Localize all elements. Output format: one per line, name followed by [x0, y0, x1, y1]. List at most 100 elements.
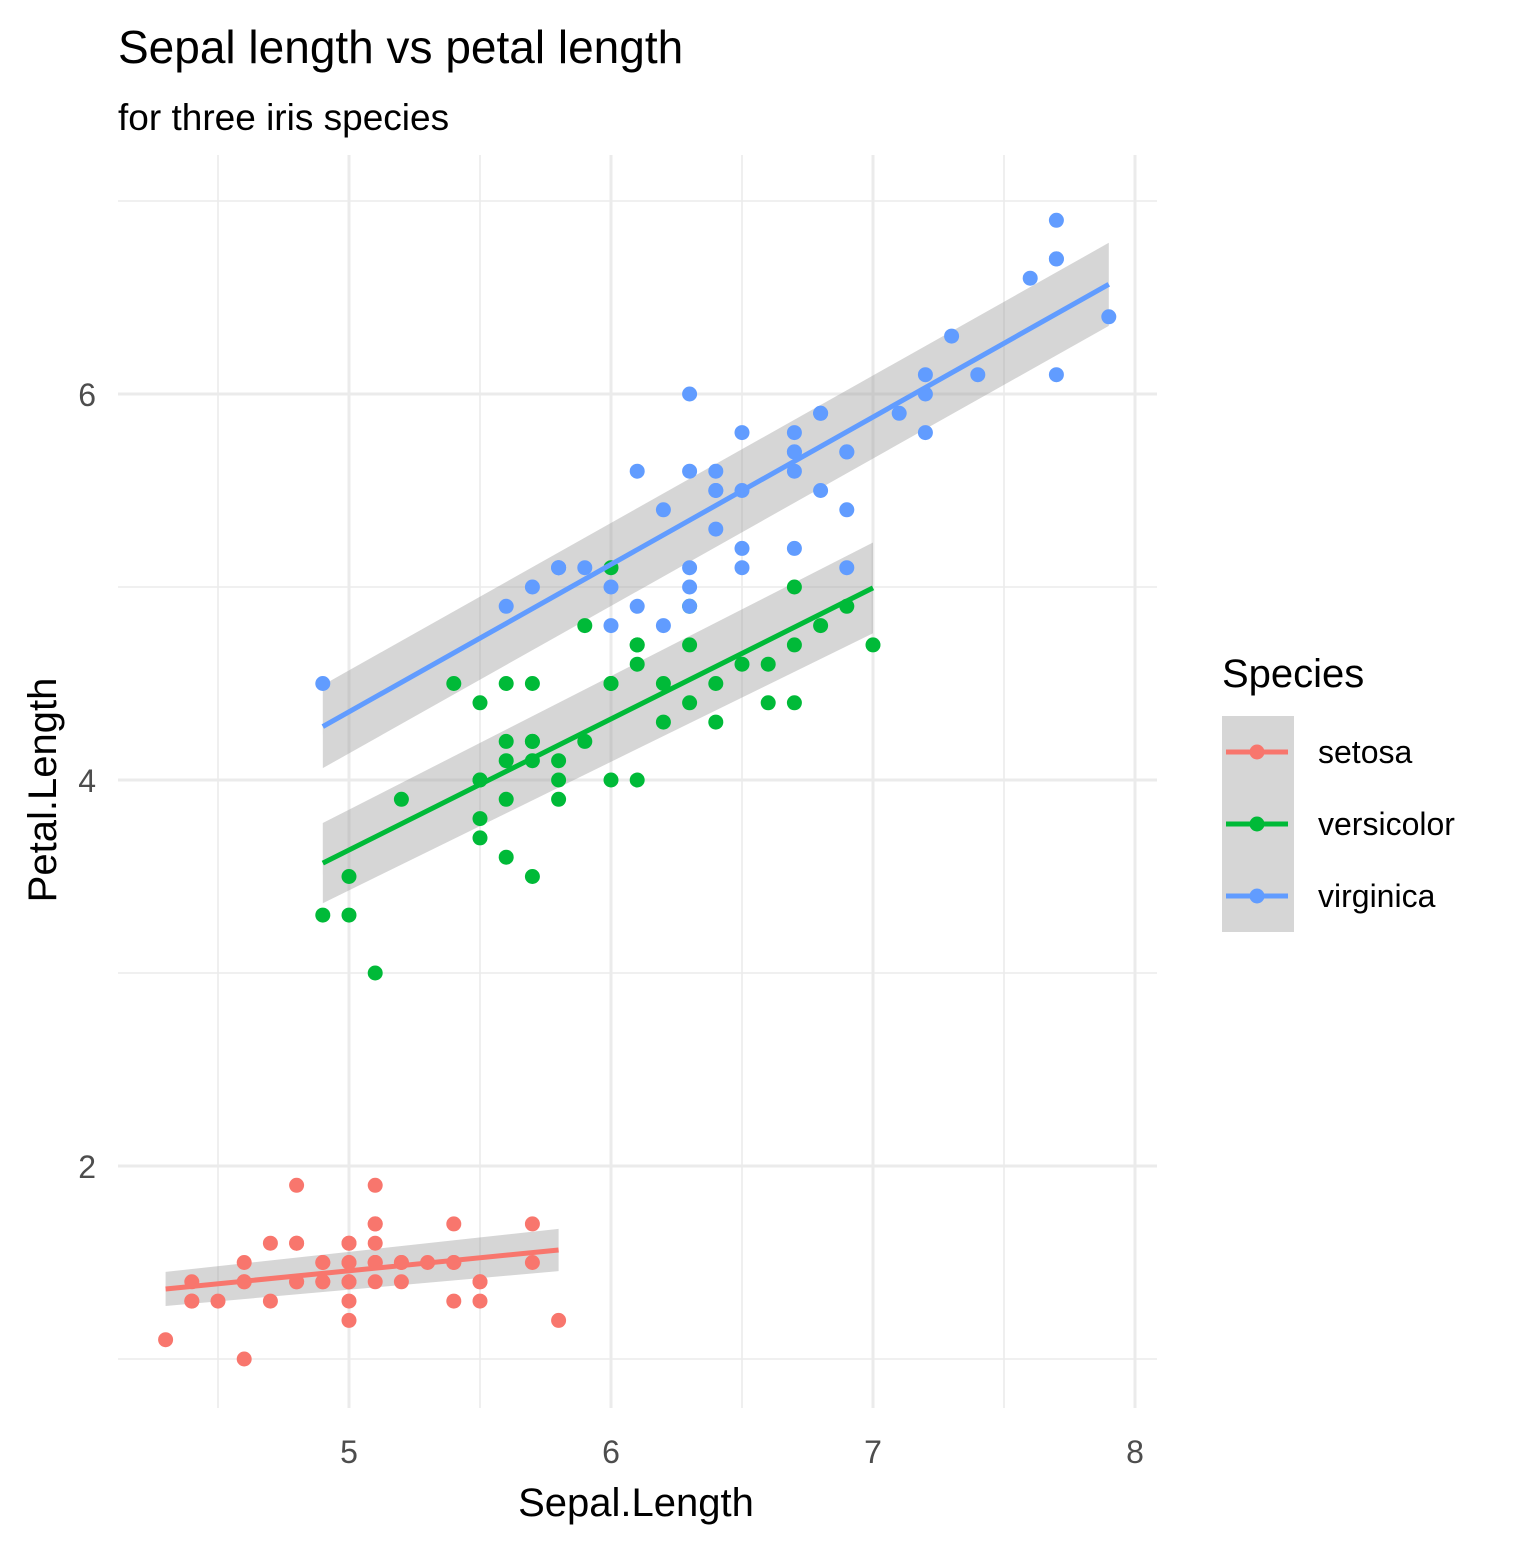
- virginica-point: [708, 483, 724, 498]
- versicolor-point: [498, 849, 514, 865]
- virginica-point: [655, 502, 671, 518]
- virginica-point: [734, 560, 750, 576]
- virginica-point: [1022, 270, 1038, 286]
- setosa-point: [341, 1255, 357, 1270]
- chart-subtitle: for three iris species: [118, 97, 449, 138]
- virginica-point: [1101, 309, 1117, 325]
- versicolor-point: [446, 676, 462, 691]
- virginica-point: [315, 676, 331, 691]
- setosa-point: [341, 1274, 357, 1290]
- y-axis-label: Petal.Length: [21, 678, 65, 903]
- setosa-point: [289, 1235, 305, 1251]
- versicolor-point: [708, 714, 724, 730]
- setosa-point: [393, 1274, 409, 1290]
- versicolor-point: [341, 869, 357, 884]
- virginica-point: [786, 425, 802, 441]
- versicolor-point: [655, 676, 671, 691]
- virginica-point: [944, 328, 960, 344]
- setosa-point: [367, 1235, 383, 1251]
- versicolor-point: [472, 811, 488, 827]
- virginica-regression-line: [321, 282, 1111, 729]
- virginica-point: [1048, 251, 1064, 267]
- versicolor-point: [629, 637, 645, 653]
- versicolor-point: [577, 733, 593, 749]
- setosa-point: [472, 1274, 488, 1290]
- x-tick-label: 6: [602, 1434, 620, 1470]
- x-axis-label: Sepal.Length: [518, 1481, 754, 1525]
- virginica-point: [734, 540, 750, 556]
- virginica-point: [917, 367, 933, 383]
- virginica-point: [891, 405, 907, 421]
- virginica-point: [708, 463, 724, 479]
- legend-items: setosa versicolor virginica: [1222, 716, 1455, 932]
- virginica-point: [839, 560, 855, 576]
- virginica-point: [786, 463, 802, 479]
- setosa-point: [262, 1293, 278, 1309]
- y-tick-label: 4: [78, 763, 96, 799]
- x-tick-label: 8: [1126, 1434, 1144, 1470]
- versicolor-point: [786, 579, 802, 595]
- versicolor-point: [786, 695, 802, 711]
- versicolor-point: [786, 637, 802, 653]
- chart-title: Sepal length vs petal length: [118, 21, 683, 73]
- setosa-point: [341, 1235, 357, 1251]
- virginica-legend-label: virginica: [1318, 878, 1436, 914]
- x-tick-label: 5: [340, 1434, 358, 1470]
- setosa-point: [236, 1255, 252, 1270]
- virginica-point: [682, 463, 698, 479]
- virginica-point: [839, 444, 855, 460]
- versicolor-point: [603, 772, 619, 788]
- setosa-point: [524, 1255, 540, 1270]
- versicolor-point: [655, 714, 671, 730]
- versicolor-point: [734, 656, 750, 672]
- virginica-point: [629, 598, 645, 614]
- setosa-point: [262, 1235, 278, 1251]
- virginica-point: [577, 560, 593, 576]
- versicolor-point: [551, 753, 567, 769]
- x-axis-ticks: 5 6 7 8: [340, 1434, 1144, 1470]
- versicolor-point: [498, 733, 514, 749]
- virginica-point: [970, 367, 986, 383]
- virginica-point: [629, 463, 645, 479]
- versicolor-point: [682, 637, 698, 653]
- versicolor-point: [629, 656, 645, 672]
- virginica-point: [551, 560, 567, 576]
- versicolor-point: [551, 772, 567, 788]
- versicolor-point: [760, 695, 776, 711]
- setosa-point: [315, 1255, 331, 1270]
- virginica-point: [603, 618, 619, 634]
- versicolor-point: [315, 907, 331, 923]
- virginica-point: [682, 598, 698, 614]
- versicolor-point: [708, 676, 724, 691]
- virginica-point: [682, 560, 698, 576]
- versicolor-point: [760, 656, 776, 672]
- versicolor-point: [498, 676, 514, 691]
- versicolor-point: [393, 791, 409, 807]
- virginica-point: [839, 502, 855, 518]
- versicolor-point: [551, 791, 567, 807]
- setosa-point: [315, 1274, 331, 1290]
- x-tick-label: 7: [864, 1434, 882, 1470]
- virginica-point: [524, 579, 540, 595]
- virginica-point: [682, 386, 698, 402]
- versicolor-point: [629, 772, 645, 788]
- setosa-point: [446, 1216, 462, 1232]
- virginica-legend-point: [1249, 888, 1265, 904]
- virginica-point: [655, 618, 671, 634]
- versicolor-regression-line: [321, 585, 875, 866]
- virginica-point: [1048, 212, 1064, 228]
- versicolor-point: [524, 733, 540, 749]
- virginica-point: [498, 598, 514, 614]
- virginica-point: [813, 405, 829, 421]
- versicolor-point: [682, 695, 698, 711]
- setosa-point: [446, 1293, 462, 1309]
- versicolor-point: [603, 676, 619, 691]
- virginica-point: [1048, 367, 1064, 383]
- versicolor-point: [498, 791, 514, 807]
- regression-lines: [165, 282, 1111, 1292]
- setosa-point: [210, 1293, 226, 1309]
- setosa-point: [289, 1177, 305, 1193]
- versicolor-point: [472, 830, 488, 846]
